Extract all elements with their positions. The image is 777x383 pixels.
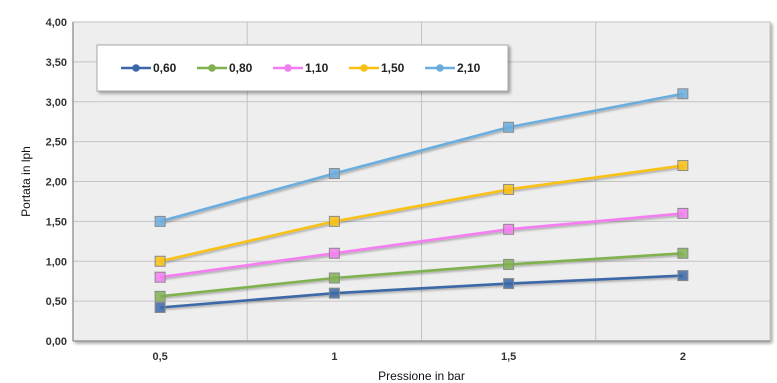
y-tick-label: 0,50 — [46, 296, 67, 308]
legend-item: 0,80 — [197, 61, 253, 75]
data-point — [503, 183, 515, 195]
legend-swatch-marker — [132, 64, 140, 72]
legend-label: 1,50 — [381, 61, 405, 75]
data-point — [154, 271, 166, 283]
y-tick-label: 3,50 — [46, 57, 67, 69]
legend-label: 0,80 — [229, 61, 253, 75]
data-point — [503, 121, 515, 133]
legend-swatch-marker — [284, 64, 292, 72]
legend-swatch-marker — [208, 64, 216, 72]
y-axis-title: Portata in lph — [19, 146, 33, 217]
data-point — [677, 270, 689, 282]
series-1-50 — [154, 160, 689, 267]
legend-item: 1,10 — [273, 61, 329, 75]
data-point — [154, 255, 166, 267]
series-line — [159, 212, 683, 279]
legend-swatch-marker — [360, 64, 368, 72]
series-2-10 — [154, 88, 689, 227]
y-tick-label: 3,00 — [46, 97, 67, 109]
data-point — [503, 223, 515, 235]
legend-item: 2,10 — [425, 61, 481, 75]
series-line — [159, 92, 684, 223]
series-line — [160, 274, 683, 309]
data-point — [503, 258, 515, 270]
legend-item: 0,60 — [121, 61, 177, 75]
series-0-80 — [154, 247, 689, 302]
y-tick-label: 2,00 — [46, 177, 67, 189]
y-tick-label: 4,00 — [46, 17, 67, 29]
legend-item: 1,50 — [349, 61, 405, 75]
data-point — [328, 272, 340, 284]
data-point — [154, 290, 166, 302]
y-tick-label: 1,00 — [46, 256, 67, 268]
legend-label: 1,10 — [305, 61, 329, 75]
data-point — [154, 215, 166, 227]
y-tick-label: 2,50 — [46, 137, 67, 149]
data-point — [328, 215, 340, 227]
data-point — [503, 278, 515, 290]
y-tick-label: 0,00 — [46, 336, 67, 348]
data-point — [328, 247, 340, 259]
series-1-10 — [154, 207, 689, 283]
x-tick-label: 2 — [680, 351, 686, 363]
data-point — [328, 287, 340, 299]
x-tick-label: 1,5 — [501, 351, 516, 363]
x-axis-title: Pressione in bar — [378, 369, 465, 383]
data-point — [154, 302, 166, 314]
series-line — [159, 251, 683, 298]
x-tick-label: 0,5 — [152, 351, 167, 363]
series-0-60 — [154, 270, 689, 314]
data-point — [328, 168, 340, 180]
x-tick-label: 1 — [331, 351, 337, 363]
y-tick-label: 1,50 — [46, 216, 67, 228]
data-point — [677, 160, 689, 172]
data-point — [677, 88, 689, 100]
legend-label: 0,60 — [153, 61, 177, 75]
legend-swatch-marker — [436, 64, 444, 72]
data-point — [677, 207, 689, 219]
series-line — [159, 164, 684, 263]
data-point — [677, 247, 689, 259]
legend-label: 2,10 — [457, 61, 481, 75]
